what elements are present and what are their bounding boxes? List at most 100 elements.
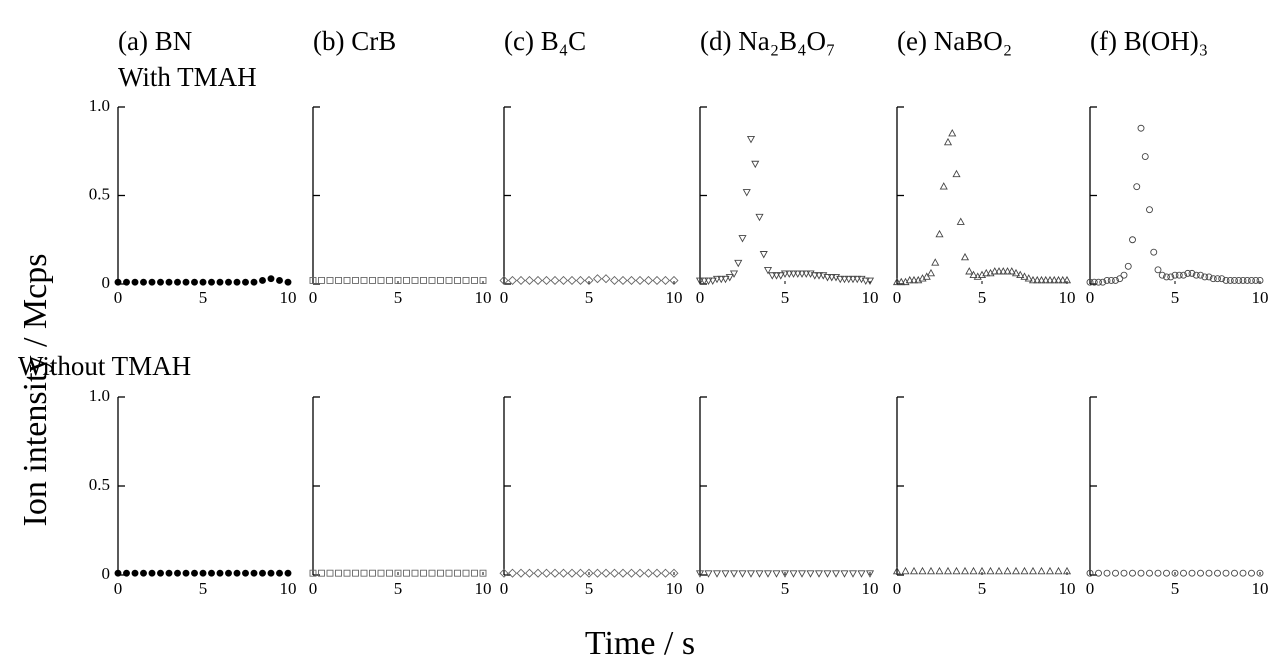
data-point — [1016, 270, 1025, 278]
data-point — [1209, 275, 1217, 283]
data-point — [411, 569, 419, 577]
data-point — [700, 277, 709, 285]
data-point — [695, 570, 705, 578]
data-point — [952, 169, 961, 178]
data-point — [892, 277, 902, 286]
data-point — [1188, 269, 1196, 277]
data-point — [1037, 275, 1046, 284]
data-point — [935, 566, 944, 575]
data-point — [836, 275, 845, 284]
data-point — [592, 568, 603, 578]
data-point — [411, 277, 419, 284]
data-point — [729, 570, 739, 578]
data-point — [420, 277, 427, 284]
data-point — [499, 568, 509, 578]
data-point — [1045, 275, 1055, 284]
data-point — [1099, 278, 1107, 286]
data-point — [242, 278, 249, 286]
data-point — [1120, 271, 1128, 279]
data-point — [712, 275, 722, 284]
data-point — [123, 278, 130, 286]
data-point — [394, 277, 402, 284]
data-point — [1028, 275, 1038, 284]
data-point — [1188, 569, 1196, 577]
panel-title: (f) B(OH)₃ — [1090, 26, 1208, 56]
data-point — [785, 270, 794, 278]
data-point — [567, 275, 577, 285]
data-point — [1050, 275, 1059, 284]
data-point — [717, 275, 726, 284]
data-point — [148, 569, 156, 577]
data-point — [157, 278, 164, 286]
data-point — [1041, 275, 1050, 284]
data-point — [772, 272, 781, 280]
data-point — [1150, 248, 1158, 256]
data-point — [1248, 277, 1255, 284]
data-point — [848, 275, 858, 284]
data-point — [148, 278, 156, 286]
data-point — [601, 274, 611, 284]
x-tick-label: 0 — [309, 579, 318, 598]
y-tick-label: 0.5 — [89, 475, 110, 494]
data-point — [1231, 277, 1238, 284]
data-point — [284, 569, 292, 577]
data-point — [454, 277, 461, 284]
data-point — [131, 278, 139, 286]
x-tick-label: 5 — [781, 579, 790, 598]
data-point — [969, 566, 978, 575]
data-point — [445, 569, 453, 577]
data-point — [567, 568, 577, 578]
x-tick-label: 5 — [978, 288, 987, 307]
data-point — [1112, 569, 1119, 577]
data-point — [1252, 277, 1260, 284]
data-point — [1248, 569, 1255, 577]
data-point — [905, 275, 914, 284]
data-point — [174, 278, 181, 286]
data-point — [669, 275, 679, 285]
data-point — [746, 570, 756, 578]
panel: 0 5 10 — [695, 396, 879, 598]
data-point — [394, 569, 402, 577]
data-point — [755, 570, 764, 578]
data-point — [1163, 273, 1170, 281]
data-point — [926, 268, 936, 277]
data-point — [926, 566, 936, 575]
data-point — [738, 235, 747, 243]
data-point — [1239, 569, 1247, 577]
data-point — [558, 568, 569, 578]
y-axis-label: Ion intensity / Mcps — [17, 254, 54, 527]
data-point — [704, 570, 713, 578]
data-point — [445, 277, 453, 284]
data-point — [1158, 271, 1166, 279]
data-point — [943, 137, 953, 146]
data-point — [999, 267, 1008, 275]
data-point — [897, 277, 906, 286]
data-point — [695, 277, 705, 285]
data-point — [977, 566, 987, 575]
data-point — [918, 566, 927, 575]
x-tick-label: 5 — [199, 288, 208, 307]
data-point — [1146, 206, 1153, 214]
data-point — [377, 569, 385, 577]
data-point — [386, 277, 393, 284]
data-point — [789, 270, 798, 278]
data-point — [729, 270, 739, 278]
data-point — [309, 569, 317, 577]
x-tick-label: 10 — [666, 288, 683, 307]
data-point — [516, 568, 526, 578]
data-point — [131, 569, 139, 577]
x-tick-label: 10 — [862, 288, 879, 307]
data-point — [1243, 277, 1251, 284]
y-tick-label: 0 — [102, 273, 111, 292]
x-tick-label: 0 — [893, 579, 902, 598]
data-point — [797, 270, 807, 278]
data-point — [1171, 271, 1179, 279]
data-point — [1171, 569, 1179, 577]
data-point — [1045, 566, 1055, 575]
data-point — [969, 270, 978, 278]
data-point — [225, 278, 232, 286]
data-point — [1222, 277, 1230, 284]
data-point — [1154, 569, 1162, 577]
data-point — [1112, 277, 1119, 284]
data-point — [943, 566, 953, 575]
